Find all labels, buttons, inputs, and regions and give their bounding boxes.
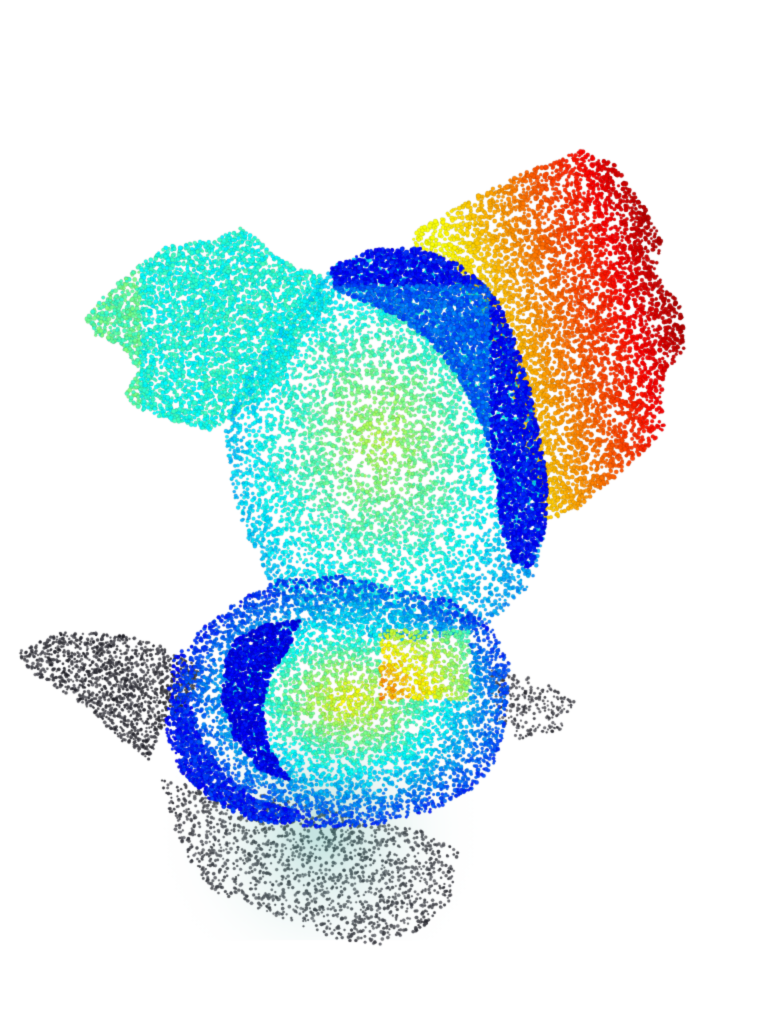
point-cloud-render — [0, 0, 768, 1024]
